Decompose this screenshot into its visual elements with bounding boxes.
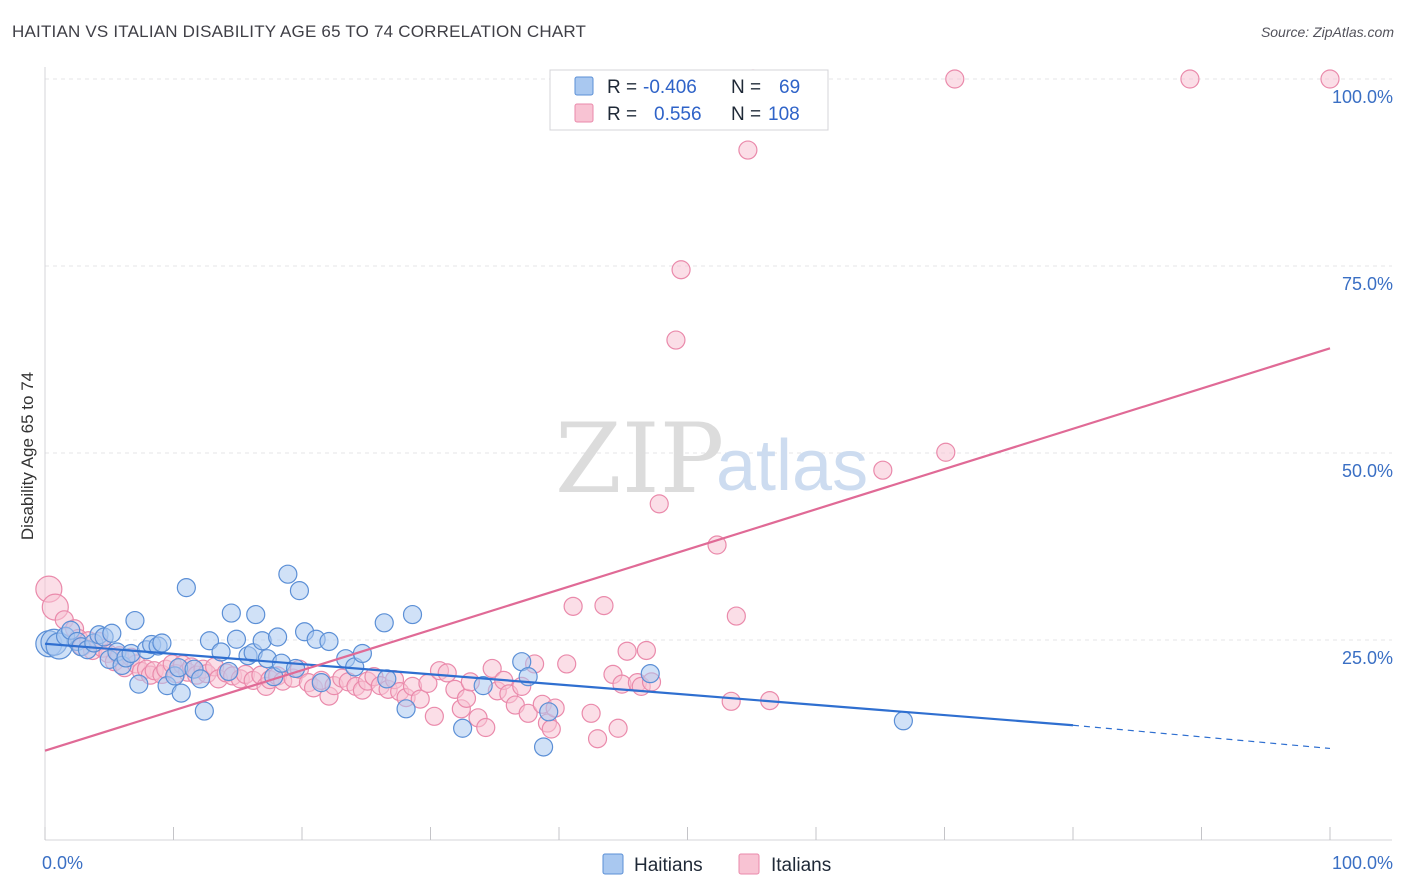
- italians-point: [649, 494, 669, 514]
- y-tick-labels: 25.0% 50.0% 75.0% 100.0%: [1332, 87, 1393, 668]
- watermark-zip: ZIP: [555, 403, 724, 515]
- italians-point: [456, 688, 477, 708]
- haitians-point: [129, 674, 149, 694]
- italians-point: [617, 641, 637, 661]
- italians-point: [410, 689, 430, 709]
- n-label-italians: N =: [731, 104, 761, 125]
- legend-haitians-icon: [602, 853, 624, 875]
- haitians-swatch-icon: [574, 76, 594, 96]
- haitians-trend-extension: [1072, 724, 1331, 750]
- n-value-italians: 108: [768, 104, 800, 125]
- haitians-point: [319, 631, 339, 652]
- watermark-atlas: atlas: [716, 426, 868, 506]
- haitians-point: [221, 603, 241, 623]
- x-tick-label-min: 0.0%: [42, 853, 83, 873]
- legend-italians-icon: [738, 853, 760, 875]
- italians-point: [666, 330, 686, 350]
- italians-point: [557, 654, 577, 674]
- n-label-haitians: N =: [731, 77, 761, 98]
- haitians-point: [199, 631, 220, 651]
- y-tick-label: 75.0%: [1342, 274, 1393, 294]
- italians-point: [424, 706, 444, 726]
- stats-box: R = -0.406 N = 69 R = 0.556 N = 108: [549, 69, 829, 131]
- legend-italians-label: Italians: [771, 855, 831, 876]
- haitians-point: [473, 676, 493, 696]
- r-label-haitians: R =: [607, 77, 637, 98]
- haitians-trend-line: [44, 642, 1074, 727]
- haitians-point: [190, 669, 211, 689]
- axes: [44, 67, 1392, 841]
- x-tick-labels: 0.0% 100.0%: [42, 853, 1393, 873]
- italians-point: [671, 260, 691, 280]
- haitians-point: [152, 633, 172, 653]
- haitians-point: [377, 669, 397, 689]
- italians-point: [594, 595, 614, 616]
- y-tick-label: 50.0%: [1342, 461, 1393, 481]
- haitians-point: [194, 701, 214, 721]
- italians-point: [1320, 69, 1340, 89]
- italians-point: [721, 691, 741, 711]
- haitians-point: [171, 683, 191, 703]
- italians-point: [482, 658, 502, 679]
- italians-point: [636, 640, 656, 661]
- haitians-point: [539, 702, 559, 722]
- haitians-point: [289, 581, 310, 601]
- haitians-point: [533, 737, 554, 757]
- italians-trend-line: [44, 347, 1331, 752]
- trend-lines: [44, 347, 1331, 752]
- italians-point: [587, 729, 608, 749]
- italians-point: [1180, 69, 1200, 89]
- italians-point: [437, 663, 457, 683]
- italians-point: [541, 719, 561, 739]
- haitians-points: [35, 564, 913, 757]
- y-tick-label: 25.0%: [1342, 648, 1393, 668]
- haitians-point: [246, 604, 266, 625]
- haitians-point: [102, 623, 122, 643]
- italians-point: [476, 717, 496, 738]
- legend: Haitians Italians: [602, 853, 831, 876]
- italians-point: [945, 69, 965, 89]
- haitians-point: [311, 673, 331, 693]
- italians-point: [518, 703, 538, 723]
- x-tick-label-max: 100.0%: [1332, 853, 1393, 873]
- haitians-point: [267, 627, 288, 647]
- haitians-point: [176, 578, 196, 598]
- italians-swatch-icon: [574, 103, 594, 123]
- haitians-point: [893, 711, 913, 731]
- watermark: ZIP atlas: [555, 403, 868, 515]
- haitians-point: [640, 664, 660, 684]
- haitians-point: [402, 604, 423, 625]
- italians-point: [608, 718, 628, 738]
- legend-haitians-label: Haitians: [634, 855, 703, 876]
- italians-point: [726, 606, 746, 626]
- gridlines: [45, 78, 1392, 641]
- italians-point: [563, 596, 583, 616]
- italians-point: [936, 442, 956, 462]
- italians-point: [581, 703, 601, 723]
- haitians-point: [226, 629, 247, 649]
- r-value-italians: 0.556: [654, 104, 702, 125]
- haitians-point: [125, 610, 145, 631]
- r-value-haitians: -0.406: [643, 77, 697, 98]
- y-axis-title: Disability Age 65 to 74: [18, 372, 37, 540]
- italians-point: [738, 140, 758, 160]
- haitians-point: [396, 699, 416, 719]
- italians-point: [873, 460, 893, 480]
- haitians-point: [219, 661, 239, 682]
- y-tick-label: 100.0%: [1332, 87, 1393, 107]
- haitians-point: [278, 564, 298, 584]
- r-label-italians: R =: [607, 104, 637, 125]
- haitians-point: [374, 613, 394, 633]
- haitians-point: [453, 718, 473, 738]
- n-value-haitians: 69: [779, 77, 800, 98]
- chart-title: HAITIAN VS ITALIAN DISABILITY AGE 65 TO …: [12, 22, 587, 41]
- source-label: Source: ZipAtlas.com: [1260, 24, 1394, 40]
